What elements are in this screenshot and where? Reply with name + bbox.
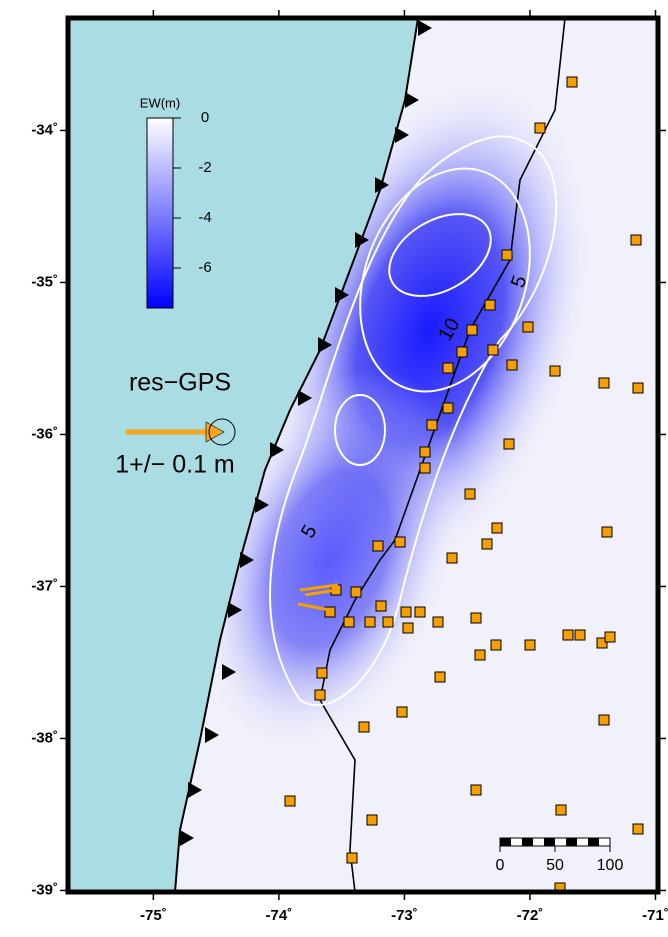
gps-station [373,541,383,551]
gps-station [420,463,430,473]
lon-tick-label: -72˚ [517,907,544,924]
gps-station [397,707,407,717]
colorbar [147,118,173,308]
gps-station [633,824,643,834]
gps-station [491,640,501,650]
page: {"map": { "lonlim": [-75.68, -70.98], "l… [0,0,668,932]
gps-station [443,403,453,413]
gps-station [457,347,467,357]
colorbar-tick-label: -4 [198,209,211,226]
gps-station [502,250,512,260]
gps-station [575,630,585,640]
gps-station [523,322,533,332]
gps-station [485,300,495,310]
scale-bar-label: 50 [546,857,564,874]
colorbar-tick-label: -6 [198,259,211,276]
gps-station [556,805,566,815]
gps-station [285,796,295,806]
colorbar-label: EW(m) [140,95,180,110]
gps-station [415,607,425,617]
gps-station [351,587,361,597]
gps-station [427,420,437,430]
gps-station [599,715,609,725]
lat-tick-label: -38˚ [31,729,58,746]
gps-station [315,690,325,700]
gps-station [401,607,411,617]
gps-station [435,672,445,682]
gps-station [365,617,375,627]
legend-scale-label: 1+/− 0.1 m [115,451,235,479]
scale-bar-label: 0 [496,857,505,874]
scale-bar-segment [566,838,577,846]
lon-tick-label: -75˚ [140,907,167,924]
gps-station [504,439,514,449]
scale-bar-segment [500,838,511,846]
gps-station [443,363,453,373]
gps-station [395,537,405,547]
scale-bar-segment [588,838,599,846]
gps-station [376,601,386,611]
lat-tick-label: -36˚ [31,425,58,442]
gps-station [605,632,615,642]
lat-tick-label: -34˚ [31,121,58,138]
gps-station [465,489,475,499]
lon-tick-label: -73˚ [391,907,418,924]
gps-station [367,815,377,825]
gps-station [550,366,560,376]
gps-station [317,668,327,678]
gps-station [344,617,354,627]
gps-station [602,527,612,537]
gps-station [471,785,481,795]
gps-station [467,325,477,335]
gps-station [599,378,609,388]
gps-station [403,623,413,633]
gps-station [492,523,502,533]
gps-station [482,539,492,549]
gps-station [447,553,457,563]
lon-tick-label: -71˚ [642,907,668,924]
gps-station [633,383,643,393]
gps-station [471,613,481,623]
lat-tick-label: -35˚ [31,273,58,290]
gps-station [631,235,641,245]
gps-station [535,123,545,133]
gps-station [563,630,573,640]
gps-station [567,77,577,87]
lat-tick-label: -37˚ [31,577,58,594]
gps-station [488,345,498,355]
gps-station [359,722,369,732]
gps-station [507,360,517,370]
scale-bar-segment [544,838,555,846]
legend-title: res−GPS [129,369,231,397]
lon-tick-label: -74˚ [266,907,293,924]
gps-station [525,640,535,650]
scale-bar-label: 100 [597,857,624,874]
scale-bar-segment [522,838,533,846]
gps-station [433,617,443,627]
gps-station [475,650,485,660]
gps-station [383,617,393,627]
colorbar-tick-label: 0 [201,109,209,126]
lat-tick-label: -39˚ [31,881,58,898]
map: 5 10 5 EW(m) res−GPS 1+/− 0.1 m 050100 -… [0,0,668,932]
gps-station [420,447,430,457]
colorbar-tick-label: -2 [198,159,211,176]
gps-station [347,853,357,863]
